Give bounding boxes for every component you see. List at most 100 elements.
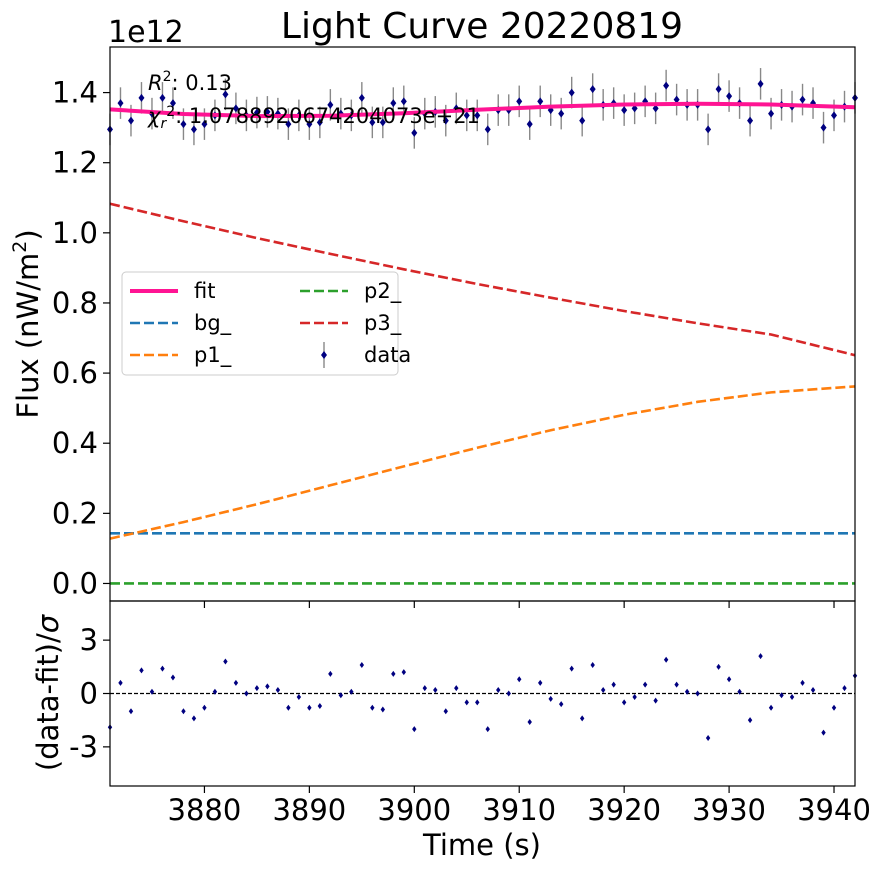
residual-point [328, 670, 333, 677]
residual-point [496, 686, 501, 693]
residual-point [202, 704, 207, 711]
residual-point [128, 708, 134, 715]
residual-point [433, 686, 438, 693]
residual-point [789, 694, 795, 701]
residual-point [548, 695, 553, 702]
data-point [264, 107, 271, 116]
data-point [757, 79, 764, 88]
data-point [621, 106, 628, 115]
data-point [474, 111, 481, 120]
data-point [705, 125, 712, 134]
legend-label: bg_ [194, 311, 232, 336]
residual-point [464, 699, 469, 706]
residual-point [800, 679, 805, 686]
residual-point [821, 729, 826, 736]
residual-point [212, 688, 218, 695]
legend-label: p2_ [364, 279, 402, 304]
data-point [201, 120, 208, 129]
data-point [820, 123, 827, 132]
data-point [327, 100, 334, 109]
residual-point [653, 697, 658, 704]
x-tick-label: 3910 [482, 793, 556, 827]
residual-point [244, 690, 249, 697]
residual-point [265, 683, 270, 690]
data-point [390, 99, 397, 108]
residual-point [642, 681, 648, 688]
data-point [358, 93, 365, 102]
residual-point [485, 726, 490, 733]
residual-point [307, 704, 312, 711]
data-point [232, 104, 239, 113]
data-point [484, 125, 491, 134]
data-point [663, 81, 670, 90]
residual-point [517, 676, 522, 683]
residual-point [391, 670, 396, 677]
residual-y-tick-label: 0 [80, 677, 98, 711]
residual-point [349, 688, 354, 695]
data-point [673, 95, 680, 104]
data-point [768, 109, 775, 118]
residual-point [538, 679, 543, 686]
residual-point [443, 708, 448, 715]
residual-point [663, 656, 669, 663]
residual-y-tick-label: -3 [69, 730, 98, 764]
data-point [316, 118, 323, 127]
residual-y-ticks: -3 0 3 [69, 623, 110, 764]
residual-point [632, 694, 637, 701]
residual-point [611, 681, 616, 688]
residual-point [768, 704, 774, 711]
data-point [652, 104, 659, 113]
residual-point [590, 662, 595, 669]
data-point [747, 116, 754, 125]
legend-box [121, 271, 399, 376]
data-point [516, 97, 523, 106]
residual-point [810, 686, 816, 693]
x-axis-label: Time (s) [422, 828, 541, 862]
residual-point [275, 686, 281, 693]
series-line-fit [109, 101, 856, 119]
residual-point [296, 694, 302, 701]
residual-point [370, 704, 375, 711]
data-point [463, 111, 470, 120]
main-y-tick-label: 1.2 [52, 146, 98, 180]
data-point [138, 93, 145, 102]
legend-label: p1_ [194, 343, 232, 368]
residual-point [286, 704, 291, 711]
residual-point [454, 685, 459, 692]
chart-title: Light Curve 20220819 [281, 6, 683, 47]
residual-point [149, 688, 155, 695]
residual-point [716, 663, 721, 670]
data-point [285, 120, 292, 129]
data-point [379, 118, 386, 127]
residual-point [758, 653, 763, 660]
residual-point [705, 734, 711, 741]
residual-point [737, 688, 742, 695]
data-point [568, 88, 575, 97]
main-y-tick-label: 0.6 [52, 356, 98, 390]
residual-x-ticks: 3880 3890 3900 3910 3920 3930 3940 [168, 786, 871, 827]
data-point [799, 95, 806, 104]
legend-label: data [364, 343, 411, 367]
residual-point [338, 692, 344, 699]
main-y-ticks: 0.0 0.2 0.4 0.6 0.8 1.0 1.2 1.4 [52, 76, 110, 600]
residual-point [401, 669, 407, 676]
residual-point [621, 699, 627, 706]
legend: fit bg_ p1_ p2_ p3_data [121, 271, 411, 376]
legend-label: fit [194, 279, 215, 303]
residual-point [475, 699, 480, 706]
residual-point [527, 718, 532, 725]
data-point [180, 120, 187, 129]
data-point [411, 128, 418, 137]
residual-point [674, 681, 679, 688]
residual-point [139, 667, 144, 674]
residual-point [579, 715, 585, 722]
data-point [589, 85, 596, 94]
data-point [442, 116, 449, 125]
residual-point [317, 702, 323, 709]
residual-point [412, 726, 417, 733]
x-tick-label: 3900 [377, 793, 451, 827]
residual-point [600, 686, 606, 693]
residual-point [726, 676, 732, 683]
chi-squared-annotation: χr2: 1.0788920674204073e+21 [147, 104, 480, 132]
